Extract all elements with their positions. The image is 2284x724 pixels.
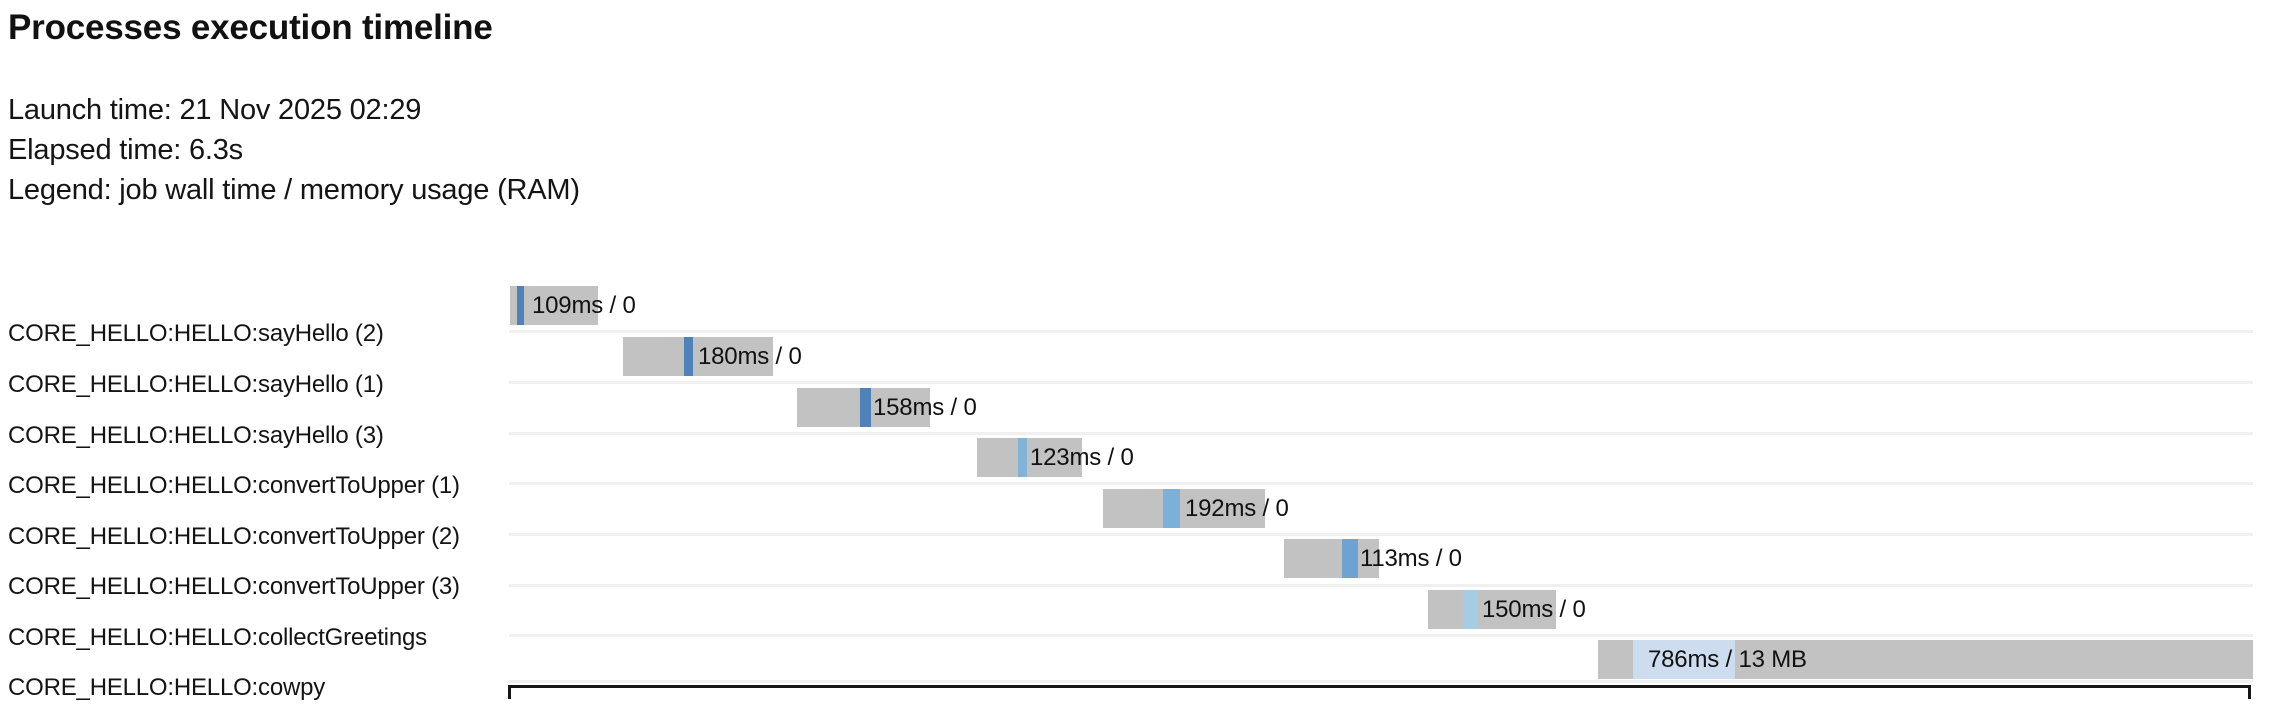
process-label: CORE_HELLO:HELLO:collectGreetings: [8, 624, 427, 651]
timeline-bar[interactable]: 192ms / 0: [1103, 489, 1289, 528]
row-separator: [509, 584, 2253, 587]
cropped-bottom-panel: [508, 685, 2251, 699]
timeline-bar[interactable]: 786ms / 13 MB: [1598, 640, 2253, 679]
process-label: CORE_HELLO:HELLO:cowpy: [8, 674, 326, 701]
row-separator: [509, 533, 2253, 536]
process-label: CORE_HELLO:HELLO:convertToUpper (3): [8, 573, 460, 600]
job-walltime-stripe: [1633, 640, 1735, 679]
report-meta: Launch time: 21 Nov 2025 02:29 Elapsed t…: [8, 90, 580, 210]
process-label: CORE_HELLO:HELLO:sayHello (3): [8, 422, 384, 449]
job-walltime-stripe: [684, 337, 693, 376]
row-separator: [509, 482, 2253, 485]
launch-time-text: Launch time: 21 Nov 2025 02:29: [8, 94, 422, 126]
row-separator: [509, 330, 2253, 333]
timeline-bar[interactable]: 158ms / 0: [797, 388, 977, 427]
job-walltime-stripe: [1163, 489, 1180, 528]
job-walltime-stripe: [860, 388, 871, 427]
job-walltime-stripe: [1018, 438, 1027, 477]
process-label: CORE_HELLO:HELLO:convertToUpper (2): [8, 523, 460, 550]
legend-text: Legend: job wall time / memory usage (RA…: [8, 174, 580, 206]
page-title: Processes execution timeline: [8, 8, 493, 47]
bar-value-label: 123ms / 0: [1030, 443, 1134, 471]
bar-value-label: 158ms / 0: [873, 393, 977, 421]
bar-value-label: 109ms / 0: [532, 291, 636, 319]
job-walltime-stripe: [1463, 590, 1478, 629]
process-label: CORE_HELLO:HELLO:convertToUpper (1): [8, 472, 460, 499]
job-walltime-stripe: [1342, 539, 1358, 578]
process-label: CORE_HELLO:HELLO:sayHello (2): [8, 320, 384, 347]
bar-value-label: 150ms / 0: [1482, 595, 1586, 623]
row-separator: [509, 680, 2253, 683]
timeline-bar[interactable]: 109ms / 0: [510, 286, 636, 325]
bar-value-label: 786ms / 13 MB: [1648, 645, 1807, 673]
bar-value-label: 113ms / 0: [1360, 544, 1462, 572]
timeline-bar[interactable]: 123ms / 0: [977, 438, 1134, 477]
timeline-bar[interactable]: 180ms / 0: [623, 337, 802, 376]
row-separator: [509, 634, 2253, 637]
bar-value-label: 180ms / 0: [698, 342, 802, 370]
row-separator: [509, 432, 2253, 435]
timeline-bar[interactable]: 113ms / 0: [1284, 539, 1462, 578]
job-walltime-stripe: [517, 286, 524, 325]
process-label: CORE_HELLO:HELLO:sayHello (1): [8, 371, 384, 398]
bar-value-label: 192ms / 0: [1185, 494, 1289, 522]
elapsed-time-text: Elapsed time: 6.3s: [8, 134, 243, 166]
row-separator: [509, 381, 2253, 384]
timeline-bar[interactable]: 150ms / 0: [1428, 590, 1586, 629]
